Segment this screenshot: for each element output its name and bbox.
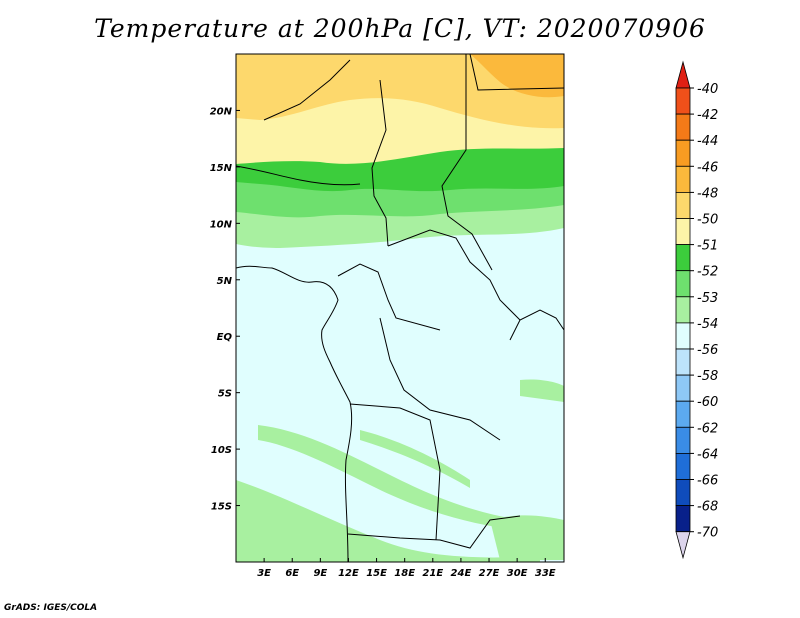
colorbar-segment (675, 479, 691, 507)
colorbar-segment (675, 426, 691, 454)
lat-tick-label: 10S (211, 445, 232, 456)
lon-tick-label: 33E (535, 568, 556, 579)
colorbar-segment (675, 165, 691, 193)
latitude-axis: 20N 15N 10N 5N EQ 5S 10S 15S (210, 106, 240, 513)
colorbar-label: -44 (697, 134, 718, 149)
border-south (347, 515, 521, 549)
colorbar-label: -53 (697, 291, 718, 306)
border-car (387, 229, 521, 321)
lon-tick-label: 27E (479, 568, 500, 579)
colorbar-label: -48 (697, 186, 718, 201)
lon-tick-label: 6E (285, 568, 299, 579)
colorbar-segment (675, 270, 691, 298)
lon-tick-label: 18E (394, 568, 415, 579)
colorbar-top-arrow (675, 60, 691, 89)
border-algeria (263, 59, 351, 121)
lat-tick-label: 5N (217, 276, 233, 287)
border-niger-chad (371, 79, 389, 247)
colorbar-label: -54 (697, 317, 718, 332)
colorbar-label: -64 (697, 447, 718, 462)
colorbar-segment (675, 191, 691, 219)
colorbar-segment (675, 374, 691, 402)
map-borders (236, 54, 564, 562)
lon-tick-label: 12E (338, 568, 359, 579)
border-congo (379, 317, 501, 441)
lon-tick-label: 3E (257, 568, 271, 579)
field-streak-5 (490, 515, 564, 560)
colorbar-segment (675, 322, 691, 350)
colorbar-label: -62 (697, 421, 718, 436)
border-egypt (469, 54, 564, 91)
colorbar-segment (675, 400, 691, 428)
border-cameroon (337, 263, 441, 331)
colorbar-label: -52 (697, 265, 718, 280)
lon-tick-label: 9E (313, 568, 327, 579)
lon-tick-label: 21E (422, 568, 443, 579)
lat-tick-label: 20N (210, 106, 233, 117)
colorbar-segment (675, 452, 691, 480)
lat-tick-label: 10N (210, 219, 233, 230)
field-streak-1 (258, 425, 520, 530)
field-streak-3 (360, 430, 470, 488)
field-streak-2 (236, 480, 540, 562)
chart-title: Temperature at 200hPa [C], VT: 202007090… (94, 14, 706, 43)
colorbar-label: -58 (697, 369, 718, 384)
colorbar-segment (675, 348, 691, 376)
lat-tick-label: 15S (211, 502, 232, 513)
field-band-46 (470, 54, 564, 98)
colorbar-label: -51 (697, 239, 718, 254)
longitude-axis: 3E 6E 9E 12E 15E 18E 21E 24E 27E 30E 33E (257, 558, 556, 579)
lat-tick-label: EQ (217, 332, 233, 343)
lon-tick-label: 30E (507, 568, 528, 579)
colorbar-label: -40 (697, 82, 718, 97)
colorbar-label: -46 (697, 160, 718, 175)
lon-tick-label: 24E (451, 568, 472, 579)
border-lake-region (509, 309, 564, 341)
field-band-48 (236, 54, 564, 129)
colorbar-label: -68 (697, 500, 718, 515)
lat-tick-label: 15N (210, 163, 233, 174)
border-angola (349, 403, 441, 541)
coastline-west (236, 265, 353, 562)
colorbar-segment (675, 218, 691, 246)
colorbar-segment (675, 296, 691, 324)
colorbar: -40 -42 -44 -46 -48 -50 -51 -52 -53 -54 -56 -58 -60 -… (675, 60, 718, 560)
colorbar-label: -56 (697, 343, 718, 358)
colorbar-segment (675, 244, 691, 272)
colorbar-segment (675, 139, 691, 167)
colorbar-segment (675, 505, 691, 533)
map-frame (235, 53, 565, 563)
border-sudan (441, 54, 493, 271)
colorbar-label: -50 (697, 213, 718, 228)
lon-tick-label: 15E (366, 568, 387, 579)
colorbar-bottom-arrow (675, 531, 691, 560)
colorbar-label: -70 (697, 526, 718, 541)
colorbar-label: -42 (697, 108, 718, 123)
lat-tick-label: 5S (218, 389, 232, 400)
border-sahel (236, 165, 361, 186)
colorbar-label: -66 (697, 474, 718, 489)
grads-credit: GrADS: IGES/COLA (4, 603, 98, 613)
temperature-field (236, 54, 564, 562)
colorbar-segment (675, 113, 691, 141)
colorbar-segment (675, 87, 691, 115)
colorbar-label: -60 (697, 395, 718, 410)
field-streak-4 (520, 379, 564, 402)
